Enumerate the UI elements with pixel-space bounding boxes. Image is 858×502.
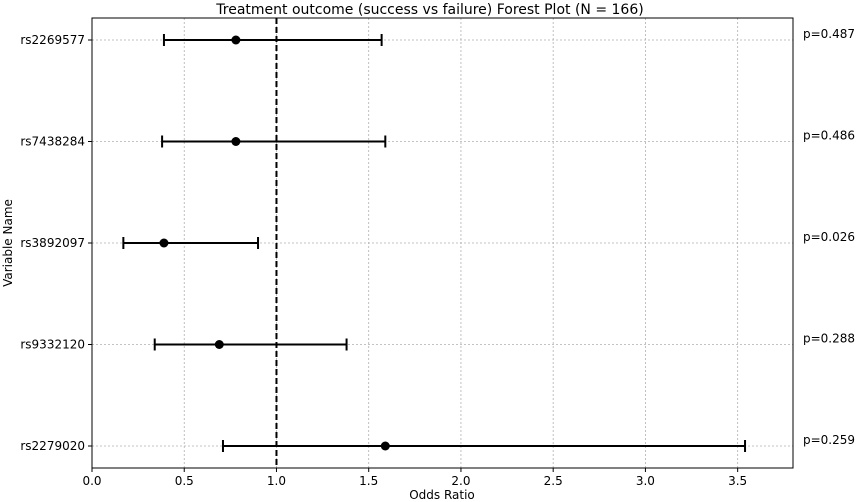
plot-marks xyxy=(122,18,747,468)
x-tick-label: 1.0 xyxy=(267,474,286,488)
y-tick-label: rs9332120 xyxy=(20,338,85,352)
odds-ratio-point xyxy=(159,238,169,248)
y-axis-ticks: rs2269577 rs7438284 rs3892097 rs9332120 rs22… xyxy=(20,33,92,453)
x-tick-label: 3.5 xyxy=(728,474,747,488)
p-value-labels: p=0.487 p=0.486 p=0.026 p=0.288 p=0.259 xyxy=(803,27,855,447)
x-axis-title: Odds Ratio xyxy=(409,488,475,502)
chart-title: Treatment outcome (success vs failure) F… xyxy=(215,2,643,18)
x-tick-label: 2.0 xyxy=(451,474,470,488)
y-tick-label: rs2279020 xyxy=(20,439,85,453)
p-value-label: p=0.487 xyxy=(803,27,855,41)
odds-ratio-point xyxy=(380,441,390,451)
odds-ratio-point xyxy=(231,137,241,146)
p-value-label: p=0.288 xyxy=(803,332,855,346)
x-tick-label: 1.5 xyxy=(359,474,378,488)
odds-ratio-point xyxy=(231,35,241,45)
x-axis-ticks: 0.0 0.5 1.0 1.5 2.0 2.5 3.0 3.5 xyxy=(82,468,747,488)
x-tick-label: 0.5 xyxy=(175,474,194,488)
x-tick-label: 3.0 xyxy=(636,474,655,488)
odds-ratio-point xyxy=(214,340,224,349)
p-value-label: p=0.026 xyxy=(803,230,855,244)
p-value-label: p=0.259 xyxy=(803,433,855,447)
y-tick-label: rs2269577 xyxy=(20,33,85,47)
y-tick-label: rs3892097 xyxy=(20,236,85,250)
y-axis-title: Variable Name xyxy=(1,199,15,287)
x-tick-label: 0.0 xyxy=(82,474,101,488)
y-tick-label: rs7438284 xyxy=(20,135,85,149)
p-value-label: p=0.486 xyxy=(803,129,855,143)
x-tick-label: 2.5 xyxy=(544,474,563,488)
